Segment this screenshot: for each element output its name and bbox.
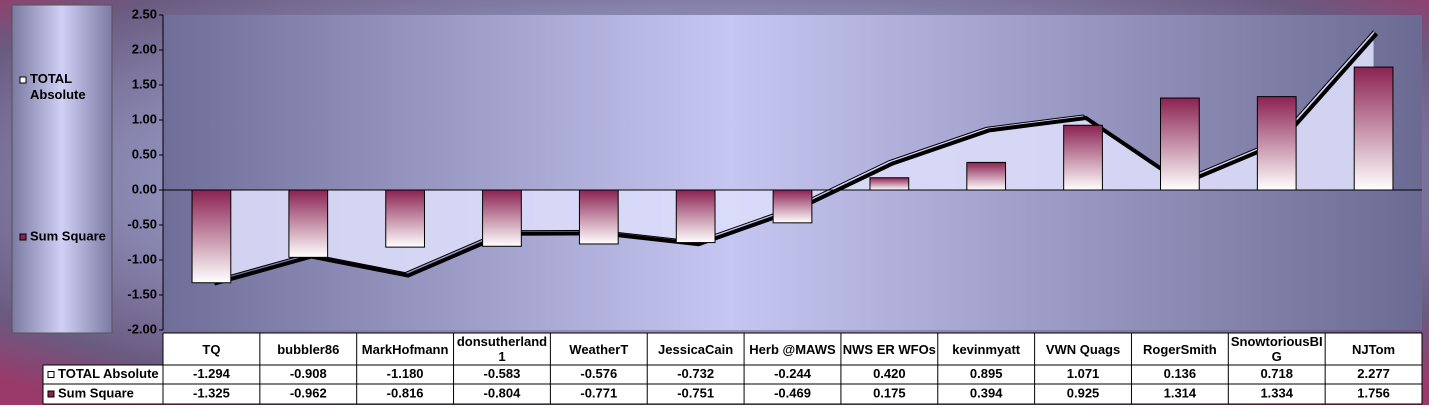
bar xyxy=(1063,124,1103,191)
data-table-value: -0.732 xyxy=(677,366,714,381)
y-tick-label: -1.00 xyxy=(127,251,157,266)
bar xyxy=(966,161,1007,191)
data-table-value: 0.420 xyxy=(873,366,906,381)
data-table-value: -0.962 xyxy=(290,385,327,400)
data-table-value: -0.583 xyxy=(484,366,521,381)
table-row-label: TOTAL Absolute xyxy=(58,366,159,381)
data-table-value: 0.136 xyxy=(1164,366,1197,381)
category-label: JessicaCain xyxy=(658,341,734,357)
category-label: NWS ER WFOs xyxy=(842,341,936,357)
legend-swatch xyxy=(19,76,27,84)
legend-label: TOTAL Absolute xyxy=(30,71,86,102)
data-table-value: 1.314 xyxy=(1164,385,1197,400)
data-table-value: -1.294 xyxy=(193,366,231,381)
category-cell: WeatherT xyxy=(569,341,629,357)
category-label: WeatherT xyxy=(569,341,629,357)
category-label: bubbler86 xyxy=(277,341,340,357)
data-table-value: -0.804 xyxy=(484,385,522,400)
category-label: MarkHofmann xyxy=(361,341,449,357)
y-tick-label: 0.50 xyxy=(132,146,157,161)
y-tick-label: 2.50 xyxy=(132,6,157,21)
category-cell: bubbler86 xyxy=(277,341,340,357)
data-table-value: -1.180 xyxy=(387,366,424,381)
data-table-value: -1.325 xyxy=(193,385,230,400)
data-table-header-bg xyxy=(163,333,1422,365)
table-legend-key xyxy=(47,390,55,398)
y-tick-label: -2.00 xyxy=(127,321,157,336)
y-tick-label: -1.50 xyxy=(127,286,157,301)
data-table-value: 1.334 xyxy=(1260,385,1293,400)
y-tick-label: 2.00 xyxy=(132,41,157,56)
bar xyxy=(869,177,910,191)
data-table-value: 1.071 xyxy=(1067,366,1100,381)
category-label: VWN Quags xyxy=(1045,341,1121,357)
category-label: NJTom xyxy=(1352,341,1396,357)
category-cell: SnowtoriousBIG xyxy=(1230,334,1323,364)
y-tick-label: 1.00 xyxy=(132,111,157,126)
category-cell: kevinmyatt xyxy=(952,341,1021,357)
data-table-value: 0.718 xyxy=(1260,366,1293,381)
category-cell: MarkHofmann xyxy=(361,341,449,357)
data-table-value: -0.576 xyxy=(580,366,617,381)
bar xyxy=(288,189,329,258)
category-cell: NJTom xyxy=(1352,341,1396,357)
data-table-value: 1.756 xyxy=(1357,385,1390,400)
category-label: RogerSmith xyxy=(1143,341,1217,357)
bar xyxy=(1160,97,1200,191)
category-cell: VWN Quags xyxy=(1045,341,1121,357)
table-row-label: Sum Square xyxy=(58,385,134,400)
data-table-value: 0.175 xyxy=(873,385,906,400)
data-table-value: -0.751 xyxy=(677,385,714,400)
legend-label: Sum Square xyxy=(30,228,106,243)
category-cell: Herb @MAWS xyxy=(749,341,836,357)
category-cell: TQ xyxy=(202,341,221,357)
data-table-value: 0.394 xyxy=(970,385,1003,400)
bar xyxy=(772,189,813,224)
data-table-value: -0.771 xyxy=(580,385,617,400)
category-cell: JessicaCain xyxy=(658,341,734,357)
category-label: SnowtoriousBIG xyxy=(1230,334,1323,364)
category-label: donsutherland1 xyxy=(456,334,548,364)
category-cell: donsutherland1 xyxy=(456,334,548,364)
data-table-value: -0.469 xyxy=(774,385,811,400)
legend-swatch xyxy=(19,233,27,241)
bar xyxy=(578,189,619,245)
bar xyxy=(1256,96,1297,191)
bar xyxy=(385,189,425,248)
bar xyxy=(1353,66,1394,191)
y-tick-label: 0.00 xyxy=(132,181,157,196)
category-cell: NWS ER WFOs xyxy=(842,341,936,357)
y-tick-label: -0.50 xyxy=(127,216,157,231)
category-label: Herb @MAWS xyxy=(749,341,836,357)
table-legend-key xyxy=(47,371,55,378)
bar xyxy=(482,189,522,247)
data-table-value: -0.908 xyxy=(290,366,327,381)
data-table-value: -0.244 xyxy=(774,366,812,381)
y-tick-label: 1.50 xyxy=(132,76,157,91)
category-cell: RogerSmith xyxy=(1143,341,1217,357)
bar xyxy=(191,189,232,284)
category-label: TQ xyxy=(202,341,221,357)
data-table-value: 0.895 xyxy=(970,366,1003,381)
bar xyxy=(675,189,716,244)
data-table-value: -0.816 xyxy=(387,385,424,400)
category-label: kevinmyatt xyxy=(952,341,1021,357)
legend xyxy=(11,4,113,334)
data-table-value: 0.925 xyxy=(1067,385,1100,400)
data-table-value: 2.277 xyxy=(1357,366,1390,381)
